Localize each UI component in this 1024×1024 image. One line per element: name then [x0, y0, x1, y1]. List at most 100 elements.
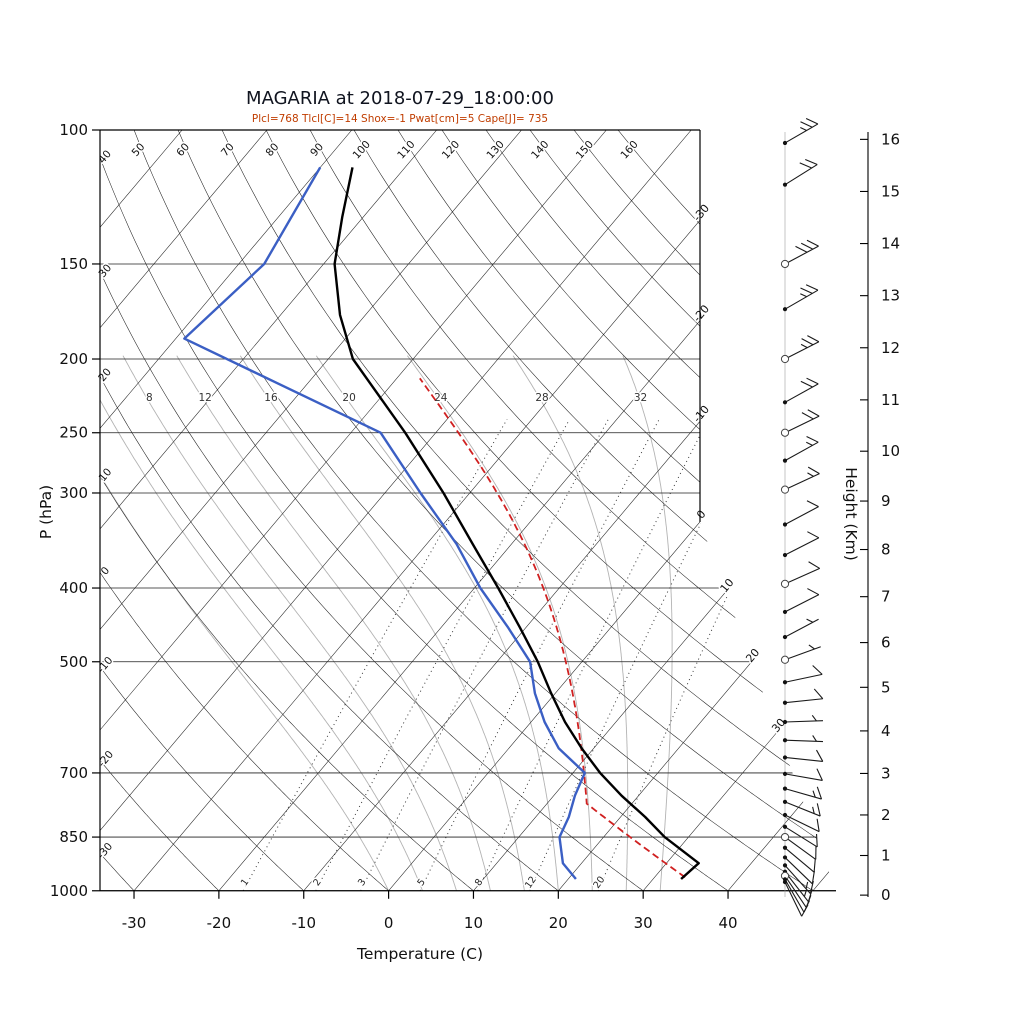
dry-adiabat-label: 120	[440, 139, 462, 162]
height-tick-label: 10	[881, 442, 900, 460]
wind-barb	[782, 799, 821, 817]
height-tick-label: 7	[881, 588, 891, 606]
moist-adiabat-label: 28	[535, 392, 548, 404]
height-tick-label: 15	[881, 182, 900, 200]
dewpoint-curve	[183, 166, 586, 880]
height-tick-label: 1	[881, 847, 891, 865]
temperature-curve	[333, 167, 700, 880]
height-tick-label: 5	[881, 678, 891, 696]
moist-adiabat	[239, 355, 525, 891]
wind-barb	[782, 435, 819, 463]
wind-barb	[782, 845, 816, 873]
mixing-ratio-line	[360, 419, 609, 891]
background-grid	[100, 130, 836, 891]
wind-barb	[782, 117, 819, 146]
station-circle	[780, 354, 790, 364]
moist-adiabat	[512, 355, 629, 891]
sounding-curves	[183, 166, 700, 880]
moist-adiabat	[407, 355, 593, 891]
wind-barb	[782, 824, 818, 848]
wind-barb	[782, 749, 824, 762]
height-tick-label: 9	[881, 492, 891, 510]
dry-adiabat-label: 30	[96, 262, 114, 280]
moist-adiabat	[622, 355, 673, 891]
wind-barb	[782, 377, 819, 405]
temperature-tick-label: -10	[291, 914, 316, 932]
wind-barb	[782, 500, 819, 527]
mixing-ratio-line	[419, 419, 660, 891]
wind-barb	[782, 735, 823, 743]
temperature-tick-label: -30	[122, 914, 147, 932]
pressure-tick-label: 400	[59, 579, 88, 597]
wind-barb	[780, 561, 820, 588]
isotherm-label: 10	[718, 576, 737, 595]
isotherm-label: 20	[743, 646, 762, 665]
wind-barb	[782, 768, 823, 782]
pressure-tick-label: 1000	[50, 882, 88, 900]
dry-adiabat	[309, 130, 836, 891]
wind-barb	[782, 665, 823, 685]
height-tick-label: 11	[881, 391, 900, 409]
dry-adiabat	[100, 130, 644, 891]
station-dot	[782, 738, 788, 743]
dry-adiabat	[100, 130, 389, 891]
temperature-tick-label: 10	[464, 914, 483, 932]
moist-adiabat-label: 8	[146, 392, 153, 404]
mixing-ratio-line	[315, 419, 571, 891]
station-dot	[782, 400, 788, 405]
station-dot	[782, 522, 788, 527]
moist-adiabat-label: 16	[264, 392, 278, 404]
dry-adiabat-label: 160	[618, 139, 640, 162]
height-tick-label: 8	[881, 541, 891, 559]
pressure-axis-title: P (hPa)	[37, 484, 55, 540]
moist-adiabat	[315, 355, 559, 891]
isotherm	[100, 130, 183, 891]
height-tick-label: 14	[881, 235, 900, 253]
station-dot	[782, 755, 788, 760]
chart-title: MAGARIA at 2018-07-29_18:00:00	[246, 88, 554, 109]
station-dot	[782, 771, 788, 776]
height-tick-label: 6	[881, 634, 891, 652]
pressure-tick-label: 300	[59, 484, 88, 502]
mixing-ratio-line	[597, 419, 811, 891]
pressure-tick-label: 100	[59, 121, 88, 139]
wind-barb	[782, 588, 820, 615]
height-tick-label: 16	[881, 130, 900, 148]
station-circle	[780, 259, 790, 269]
dry-adiabat-label: 70	[219, 141, 237, 159]
parcel-curve	[419, 377, 686, 879]
station-dot	[782, 634, 788, 640]
station-dot	[782, 812, 788, 818]
parcel-params-line: Plcl=768 Tlcl[C]=14 Shox=-1 Pwat[cm]=5 C…	[251, 113, 549, 125]
isotherm-label: 0	[694, 508, 708, 522]
station-circle	[780, 655, 790, 664]
isotherm	[100, 130, 522, 891]
isotherm	[100, 130, 268, 891]
wind-barb	[782, 863, 814, 894]
dry-adiabat	[485, 130, 836, 891]
wind-barb	[780, 409, 820, 437]
moist-adiabat	[122, 355, 457, 891]
moist-adiabat	[100, 355, 423, 891]
wind-barb	[780, 644, 821, 664]
isotherm	[100, 130, 692, 891]
isotherm	[388, 130, 836, 891]
temperature-axis-title: Temperature (C)	[356, 945, 484, 963]
dry-adiabat	[441, 130, 836, 891]
temperature-tick-label: 30	[634, 914, 653, 932]
mixing-ratio-line	[477, 419, 709, 891]
isotherm	[100, 130, 607, 891]
moist-adiabat-label: 24	[434, 392, 448, 404]
isotherm-label: -30	[691, 202, 713, 224]
dry-adiabat-label: -20	[96, 749, 116, 770]
dry-adiabat-label: 110	[395, 139, 417, 162]
station-dot	[782, 855, 788, 860]
station-dot	[782, 786, 788, 791]
dry-adiabat-label: 10	[97, 466, 115, 484]
mixing-ratio-label: 20	[591, 874, 607, 890]
isotherm	[558, 130, 836, 891]
